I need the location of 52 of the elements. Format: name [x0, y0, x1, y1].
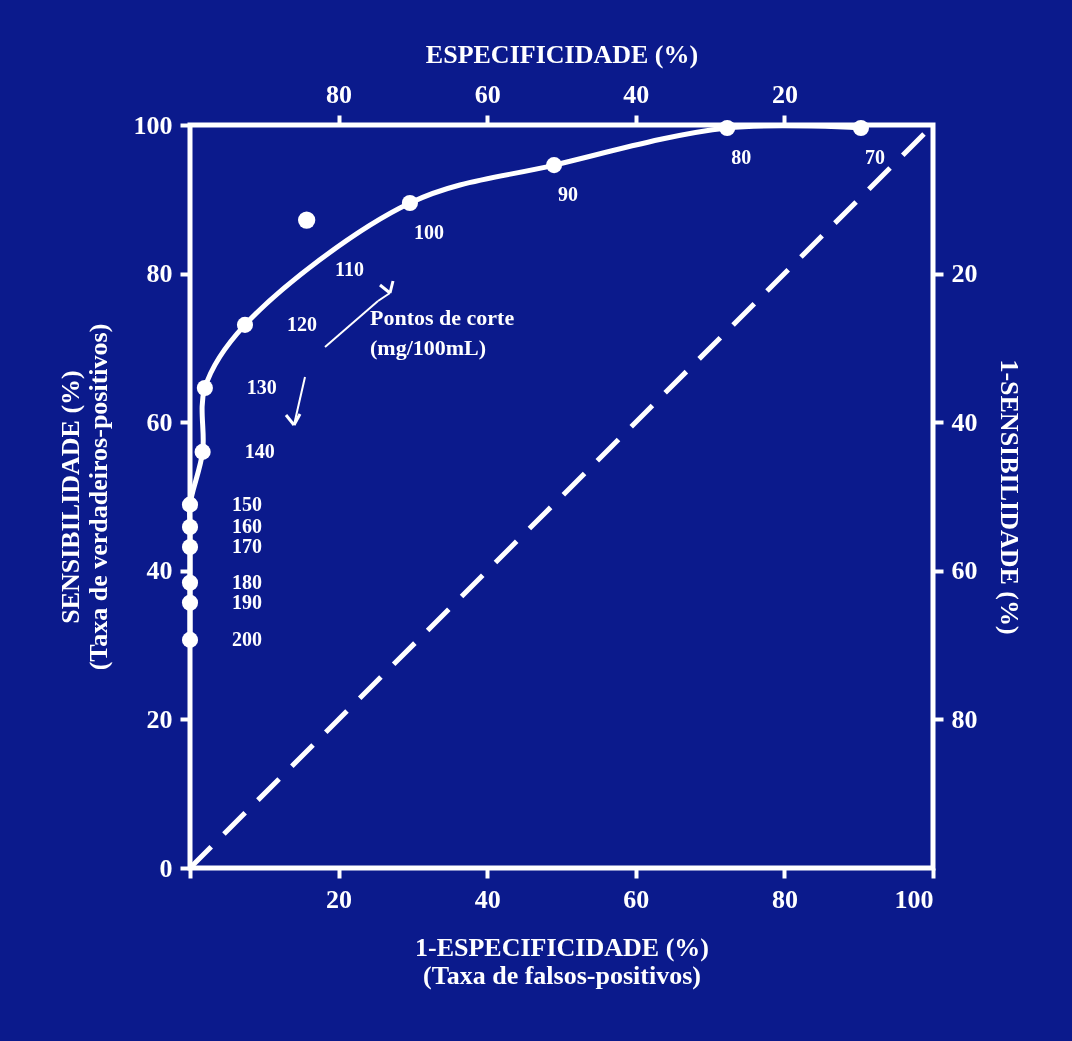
- y-tick-label: 60: [146, 407, 173, 437]
- point: [181, 518, 199, 536]
- x2-tick-label: 80: [326, 79, 353, 109]
- y-tick-label: 20: [146, 704, 173, 734]
- annotation: 80: [731, 145, 752, 168]
- x-tick-label: 40: [474, 884, 501, 914]
- point: [719, 119, 736, 137]
- annotation: 200: [232, 627, 262, 650]
- annotation: 160: [232, 514, 262, 537]
- y2-tick-label: 40: [951, 407, 978, 437]
- annotation: 150: [232, 492, 262, 515]
- x-axis-title: 1-ESPECIFICIDADE (%) (Taxa de falsos-positivos): [415, 932, 709, 990]
- y-tick-label: 80: [146, 259, 173, 289]
- x-tick-label: 20: [326, 884, 353, 914]
- annotation: 100: [413, 221, 444, 244]
- annotation: 190: [232, 590, 262, 613]
- point: [181, 574, 199, 591]
- y-tick-label: 100: [133, 110, 173, 140]
- point: [194, 443, 211, 460]
- annotation: 130: [246, 376, 277, 399]
- x-tick-label: 100: [894, 884, 934, 914]
- x2-axis-title: ESPECIFICIDADE (%): [425, 39, 699, 69]
- point: [181, 496, 199, 513]
- point: [852, 119, 869, 137]
- point: [181, 594, 199, 611]
- point: [196, 379, 213, 397]
- point: [236, 316, 254, 333]
- y2-axis-title: 1-SENSIBILIDADE (%): [994, 359, 1024, 635]
- annotation: 180: [232, 570, 262, 593]
- point: [401, 194, 418, 212]
- x2-tick-label: 20: [771, 79, 798, 109]
- y2-tick-label: 20: [951, 259, 978, 289]
- x2-tick-label: 40: [623, 79, 650, 109]
- y2-tick-label: 60: [951, 556, 978, 586]
- x-tick-label: 80: [771, 884, 798, 914]
- point: [297, 211, 316, 229]
- annotation: 170: [232, 535, 262, 558]
- annotation: 120: [286, 312, 317, 335]
- y-tick-label: 0: [159, 853, 173, 883]
- x2-tick-label: 60: [474, 79, 501, 109]
- x-tick-label: 60: [623, 884, 650, 914]
- y2-tick-label: 80: [951, 704, 978, 734]
- annotation: 90: [558, 183, 579, 206]
- annotation: Pontos de corte (mg/100mL): [370, 305, 515, 360]
- point: [181, 631, 199, 648]
- annotation: 110: [335, 258, 364, 280]
- annotation: 70: [864, 145, 885, 168]
- y-tick-label: 40: [146, 556, 173, 586]
- annotation: 140: [244, 439, 275, 462]
- point: [181, 538, 199, 556]
- point: [546, 157, 563, 174]
- y-axis-title: SENSIBILIDADE (%) (Taxa de verdadeiros-positivos): [55, 323, 113, 671]
